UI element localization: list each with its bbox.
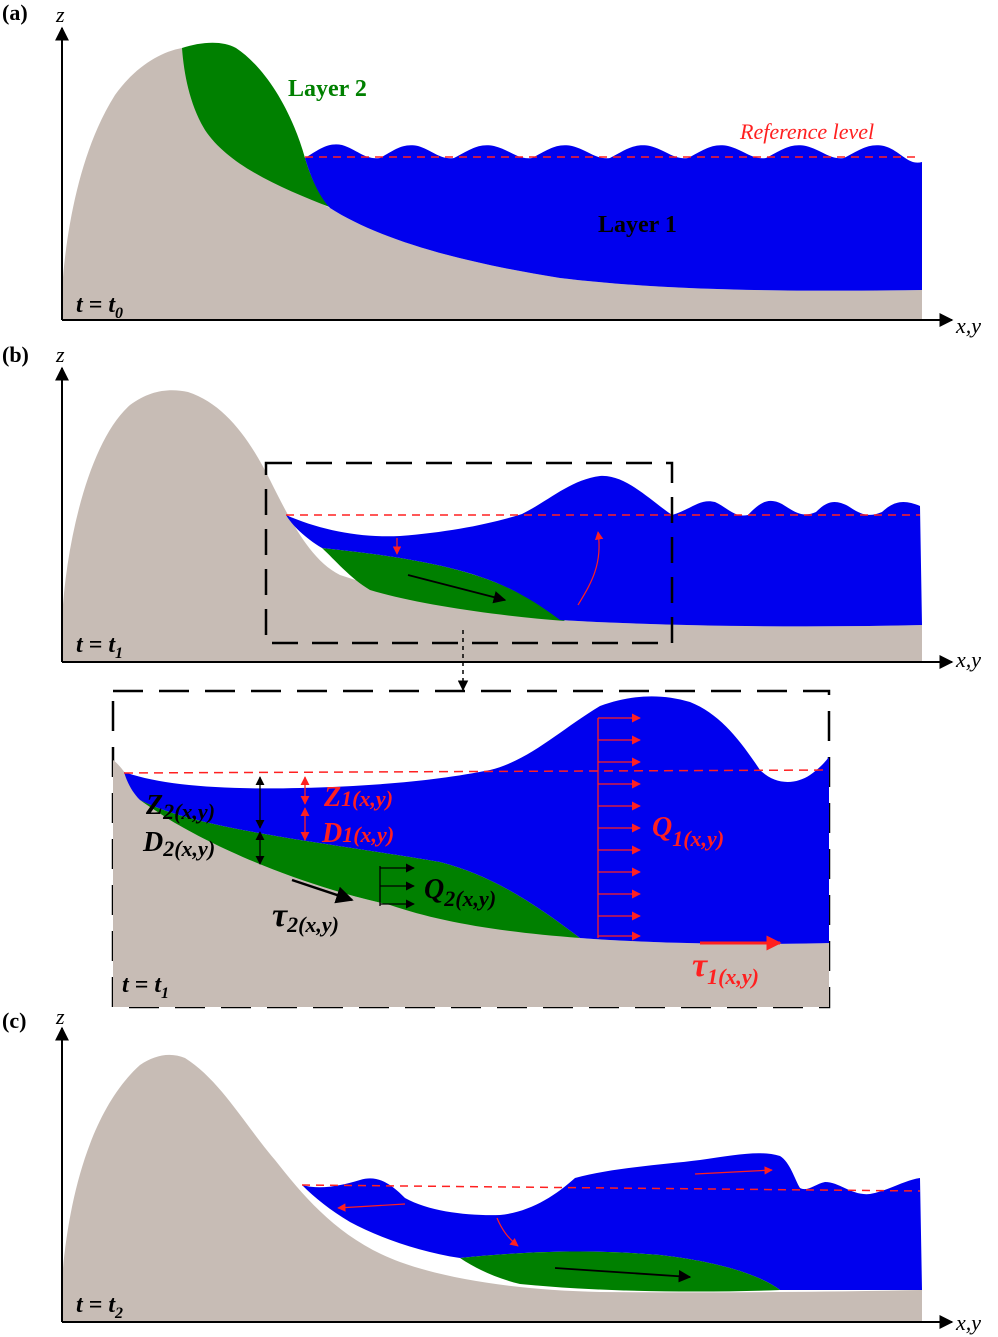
time-label-zoom: t = t1 (122, 972, 169, 1002)
time-label-a: t = t0 (76, 292, 123, 322)
x-axis-label-c: x,y (955, 1310, 981, 1335)
z-axis-label-b: z (55, 342, 65, 367)
slide-motion-arrow-b (407, 574, 507, 604)
reference-level-label: Reference level (739, 119, 874, 144)
slide-motion-arrow-c (554, 1267, 692, 1283)
q1-velocity-profile (597, 713, 641, 941)
q2-label: Q2(x,y) (424, 874, 496, 911)
panel-label-c: (c) (2, 1008, 26, 1033)
q1-label: Q1(x,y) (652, 812, 724, 851)
layer1-water-a (305, 144, 922, 291)
z2-label: Z2(x,y) (145, 790, 215, 824)
layer1-water-zoom (124, 696, 829, 944)
layer2-label: Layer 2 (288, 76, 367, 102)
panel-label-a: (a) (2, 0, 28, 25)
time-label-c: t = t2 (76, 1292, 123, 1322)
ground-c (62, 1054, 922, 1322)
q2-velocity-profile (379, 863, 415, 909)
d2-label: D2(x,y) (142, 827, 215, 861)
panel-c: (c) z x,y t = t2 (2, 1004, 981, 1335)
layer1-water-b (286, 475, 922, 627)
panel-zoom: Z2(x,y) D2(x,y) Z1(x,y) D1(x,y) Q1(x,y) … (111, 689, 831, 1009)
ground-zoom (113, 760, 829, 1007)
reference-line-c (301, 1184, 921, 1192)
uplift-arrow-b (577, 531, 604, 606)
z-axis-label-a: z (55, 2, 65, 27)
layer2-landslide-a (182, 42, 332, 208)
panel-b: (b) z x,y t = t1 (2, 342, 981, 692)
z1-label: Z1(x,y) (323, 782, 393, 813)
tau2-arrow (291, 878, 354, 904)
zoom-region-box (264, 461, 674, 645)
x-axis-label-b: x,y (955, 647, 981, 672)
layer2-landslide-zoom (140, 800, 580, 938)
backflow-arrow-c (337, 1203, 406, 1212)
downward-arrow-c (496, 1217, 519, 1247)
panel-a: (a) z x,y t = t0 Layer 2 Layer 1 Referen… (2, 0, 981, 338)
layer1-water-c (302, 1153, 922, 1290)
ground-a (62, 48, 922, 320)
panel-label-b: (b) (2, 342, 29, 367)
forward-flow-arrow-c (694, 1166, 773, 1175)
tau2-label: τ2(x,y) (272, 897, 339, 937)
ground-b (62, 390, 922, 662)
x-axis-label-a: x,y (955, 313, 981, 338)
reference-line-zoom (123, 769, 830, 774)
z-axis-label-c: z (55, 1004, 65, 1029)
time-label-b: t = t1 (76, 632, 123, 662)
d1-label: D1(x,y) (321, 818, 394, 849)
tau1-label: τ1(x,y) (692, 947, 759, 989)
layer1-label: Layer 1 (598, 212, 677, 238)
